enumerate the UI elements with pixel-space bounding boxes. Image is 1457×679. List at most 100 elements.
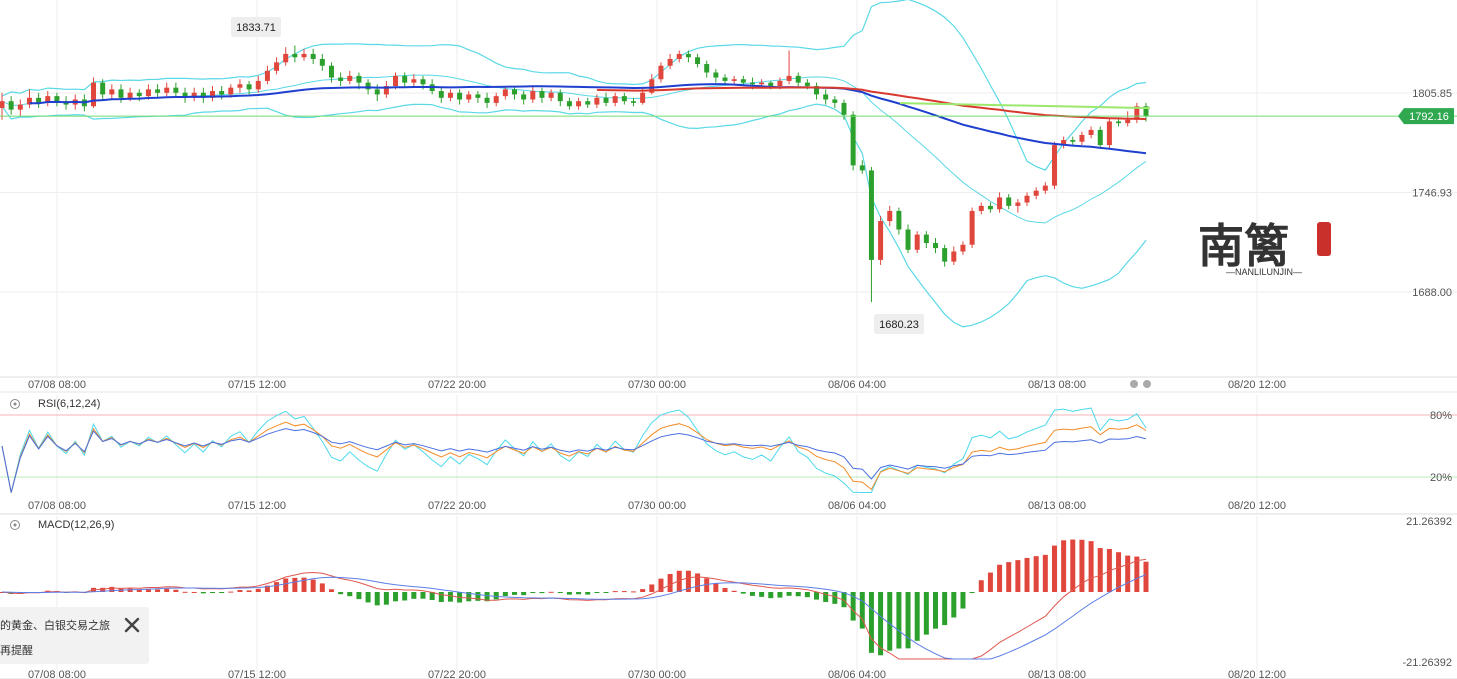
macd-bar [402,592,408,601]
candle-body [667,58,673,66]
candle-body [914,234,920,250]
rsi-panel [0,407,1457,493]
candle-body [109,89,115,95]
candle-body [539,91,545,98]
macd-bar [1088,541,1094,592]
candle-body [274,62,280,71]
candle-body [91,82,97,107]
candle-body [905,229,911,250]
y-tick-label: 1746.93 [1412,187,1452,199]
candle-body [457,92,463,100]
macd-bar [612,591,618,593]
macd-bar [502,592,508,597]
candle-body [640,92,646,103]
candle-body [100,82,106,95]
macd-bar [219,592,225,593]
close-icon[interactable] [122,615,142,635]
candle-body [859,165,865,171]
moving-averages [0,83,1457,155]
macd-bar [447,592,453,602]
macd-bar [749,592,755,596]
x-tick-label: 07/30 00:00 [628,500,686,512]
candle-body [493,96,499,103]
macd-bar [173,589,179,592]
candle-body [759,82,765,85]
macd-bar [1125,555,1131,592]
candle-body [292,53,298,58]
current-price-tag [1398,108,1454,125]
macd-bar [1024,557,1030,592]
macd-bar [951,592,957,618]
candles [0,45,1149,303]
macd-bar [630,591,636,593]
bollinger-bands [1,0,1147,328]
candle-body [1088,129,1094,135]
macd-bar [1042,554,1048,592]
candle-body [118,89,124,98]
macd-bar [466,592,472,602]
macd-bar [228,591,234,593]
low-callout: 1680.23 [879,319,919,331]
nav-dot [1130,380,1138,388]
macd-bar [969,592,975,593]
macd-bar [713,583,719,592]
macd-bar [429,592,435,600]
macd-bar [200,592,206,594]
candle-body [649,79,655,93]
candle-body [502,89,508,97]
x-tick-label: 07/30 00:00 [628,669,686,679]
macd-bar [145,588,151,592]
macd-bar [759,592,765,597]
axis-labels: 07/08 08:00 07/15 12:00 07/22 20:00 07/30 0… [10,17,1454,679]
rsi-24-line [1,428,1147,493]
macd-bar [896,592,902,649]
candle-body [420,79,426,85]
rsi-6-line [1,407,1147,493]
candle-body [136,92,142,97]
candle-body [548,92,554,98]
macd-bar [1061,540,1067,592]
macd-bar [987,572,993,592]
x-tick-label: 08/13 08:00 [1028,500,1086,512]
candle-body [145,89,151,97]
macd-bar [585,592,591,595]
candle-body [530,91,536,100]
candle-body [521,94,527,100]
macd-bar [997,564,1003,592]
macd-bar [914,592,920,641]
candle-body [722,77,728,81]
macd-bar [878,592,884,656]
candle-body [383,85,389,95]
macd-bar [777,592,783,598]
x-tick-label: 07/08 08:00 [28,669,86,679]
candle-body [173,87,179,93]
candle-body [1097,129,1103,146]
trend-line [899,102,1151,110]
candle-body [466,94,472,100]
macd-bar [695,573,701,592]
macd-bar [155,589,161,592]
macd-bar [676,570,682,592]
candle-body [301,53,307,58]
x-tick-label: 08/06 04:00 [828,669,886,679]
macd-dif-line [1,558,1147,660]
macd-bar [704,578,710,592]
candle-body [942,248,948,262]
macd-bar [1015,560,1021,592]
candle-body [1116,121,1122,124]
macd-bar [274,582,280,592]
macd-bar [209,592,215,593]
candle-body [676,53,682,59]
candle-body [896,210,902,230]
macd-bar [255,588,261,592]
macd-bar [383,592,389,605]
macd-bar [804,592,810,598]
candle-body [319,58,325,66]
candle-body [685,53,691,58]
candle-body [868,170,874,260]
macd-bar [493,592,499,600]
candle-body [1024,195,1030,203]
macd-label: MACD(12,26,9) [38,519,114,531]
